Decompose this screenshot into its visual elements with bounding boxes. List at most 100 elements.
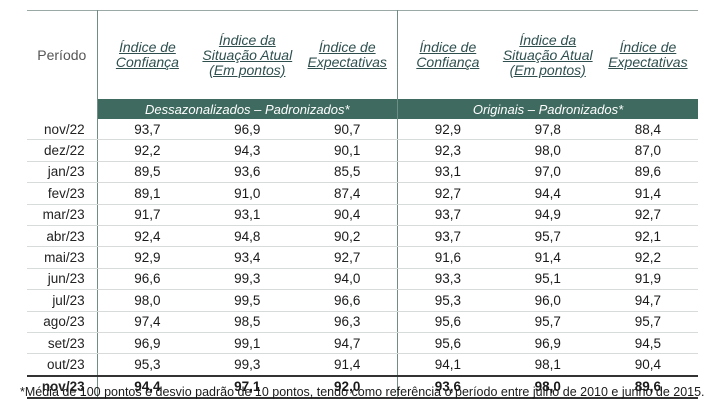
period-cell: dez/22: [27, 139, 98, 162]
value-cell: 92,2: [96, 139, 198, 162]
table-row: abr/23 92,4 94,8 90,2 93,7 95,7 92,1: [27, 225, 698, 248]
value-cell: 89,5: [96, 161, 198, 184]
value-cell: 93,1: [397, 161, 498, 184]
value-cell: 93,7: [96, 119, 198, 141]
period-cell: jul/23: [27, 289, 98, 312]
value-cell: 93,1: [197, 204, 298, 226]
value-cell: 92,0: [297, 374, 398, 400]
value-cell: 91,4: [497, 246, 598, 269]
value-cell: 95,7: [597, 311, 698, 333]
value-cell: 92,7: [297, 246, 398, 269]
value-cell: 94,5: [597, 332, 698, 355]
value-cell: 91,7: [96, 204, 198, 226]
period-cell: set/23: [27, 332, 98, 355]
value-cell: 93,3: [397, 268, 498, 291]
value-cell: 97,0: [497, 161, 598, 184]
value-cell: 94,9: [497, 204, 598, 226]
confidence-index-table: Período Índice de Confiança Índice da Si…: [27, 10, 698, 400]
value-cell: 94,3: [197, 139, 298, 162]
value-cell: 94,0: [297, 268, 398, 291]
period-cell: abr/23: [27, 225, 98, 248]
value-cell: 92,9: [397, 119, 498, 141]
value-cell: 89,6: [597, 374, 698, 400]
value-cell: 93,6: [197, 161, 298, 184]
value-cell: 93,7: [397, 225, 498, 248]
value-cell: 96,9: [497, 332, 598, 355]
value-cell: 92,4: [96, 225, 198, 248]
value-cell: 92,7: [597, 204, 698, 226]
value-cell: 89,6: [597, 161, 698, 184]
period-cell: nov/23: [27, 374, 98, 400]
group-band-row: Dessazonalizados – Padronizados* Origina…: [27, 99, 698, 119]
table-row: jan/23 89,5 93,6 85,5 93,1 97,0 89,6: [27, 161, 698, 184]
period-cell: mar/23: [27, 204, 98, 226]
value-cell: 92,1: [597, 225, 698, 248]
value-cell: 98,0: [96, 289, 198, 312]
column-header: Índice de Expectativas: [307, 39, 387, 70]
period-cell: fev/23: [27, 182, 98, 205]
group-label-original: Originais – Padronizados*: [397, 99, 698, 119]
value-cell: 98,0: [497, 374, 598, 400]
value-cell: 92,3: [397, 139, 498, 162]
header-row: Período Índice de Confiança Índice da Si…: [27, 10, 698, 99]
value-cell: 91,0: [197, 182, 298, 205]
value-cell: 96,6: [96, 268, 198, 291]
table-row: out/23 95,3 99,3 91,4 94,1 98,1 90,4: [27, 353, 698, 377]
value-cell: 90,2: [297, 225, 398, 248]
value-cell: 90,7: [297, 119, 398, 141]
period-cell: nov/22: [27, 119, 98, 141]
value-cell: 96,9: [96, 332, 198, 355]
table-row: nov/23 94,4 97,1 92,0 93,6 98,0 89,6: [27, 374, 698, 400]
value-cell: 85,5: [297, 161, 398, 184]
value-cell: 90,4: [597, 353, 698, 377]
value-cell: 95,1: [497, 268, 598, 291]
value-cell: 98,5: [197, 311, 298, 333]
value-cell: 97,1: [197, 374, 298, 400]
period-cell: mai/23: [27, 246, 98, 269]
value-cell: 91,4: [597, 182, 698, 205]
band-spacer: [27, 99, 97, 119]
period-cell: jan/23: [27, 161, 98, 184]
value-cell: 99,5: [197, 289, 298, 312]
value-cell: 94,7: [297, 332, 398, 355]
column-header: Índice da Situação Atual (Em pontos): [202, 31, 293, 78]
period-header: Período: [37, 47, 87, 63]
value-cell: 91,4: [297, 353, 398, 377]
value-cell: 98,0: [497, 139, 598, 162]
value-cell: 92,9: [96, 246, 198, 269]
period-cell: ago/23: [27, 311, 98, 333]
value-cell: 97,4: [96, 311, 198, 333]
column-header: Índice de Confiança: [397, 10, 498, 99]
value-cell: 93,6: [397, 374, 498, 400]
value-cell: 93,7: [397, 204, 498, 226]
value-cell: 98,1: [497, 353, 598, 377]
value-cell: 91,9: [597, 268, 698, 291]
table-body: nov/22 93,7 96,9 90,7 92,9 97,8 88,4 dez/22 92,2…: [27, 119, 698, 400]
value-cell: 91,6: [397, 246, 498, 269]
table-row: fev/23 89,1 91,0 87,4 92,7 94,4 91,4: [27, 182, 698, 205]
table-row: mai/23 92,9 93,4 92,7 91,6 91,4 92,2: [27, 246, 698, 269]
value-cell: 95,6: [397, 332, 498, 355]
value-cell: 96,3: [297, 311, 398, 333]
period-cell: jun/23: [27, 268, 98, 291]
value-cell: 94,4: [96, 374, 198, 400]
table-row: mar/23 91,7 93,1 90,4 93,7 94,9 92,7: [27, 204, 698, 226]
value-cell: 89,1: [96, 182, 198, 205]
value-cell: 88,4: [597, 119, 698, 141]
value-cell: 96,0: [497, 289, 598, 312]
value-cell: 95,7: [497, 311, 598, 333]
column-header: Índice de Confiança: [96, 10, 198, 99]
column-header: Índice de Expectativas: [608, 39, 688, 70]
value-cell: 92,7: [397, 182, 498, 205]
value-cell: 95,7: [497, 225, 598, 248]
value-cell: 93,4: [197, 246, 298, 269]
value-cell: 94,8: [197, 225, 298, 248]
value-cell: 90,1: [297, 139, 398, 162]
value-cell: 95,3: [96, 353, 198, 377]
table-row: dez/22 92,2 94,3 90,1 92,3 98,0 87,0: [27, 139, 698, 162]
value-cell: 99,3: [197, 268, 298, 291]
table-row: jul/23 98,0 99,5 96,6 95,3 96,0 94,7: [27, 289, 698, 312]
value-cell: 97,8: [497, 119, 598, 141]
value-cell: 94,4: [497, 182, 598, 205]
value-cell: 90,4: [297, 204, 398, 226]
